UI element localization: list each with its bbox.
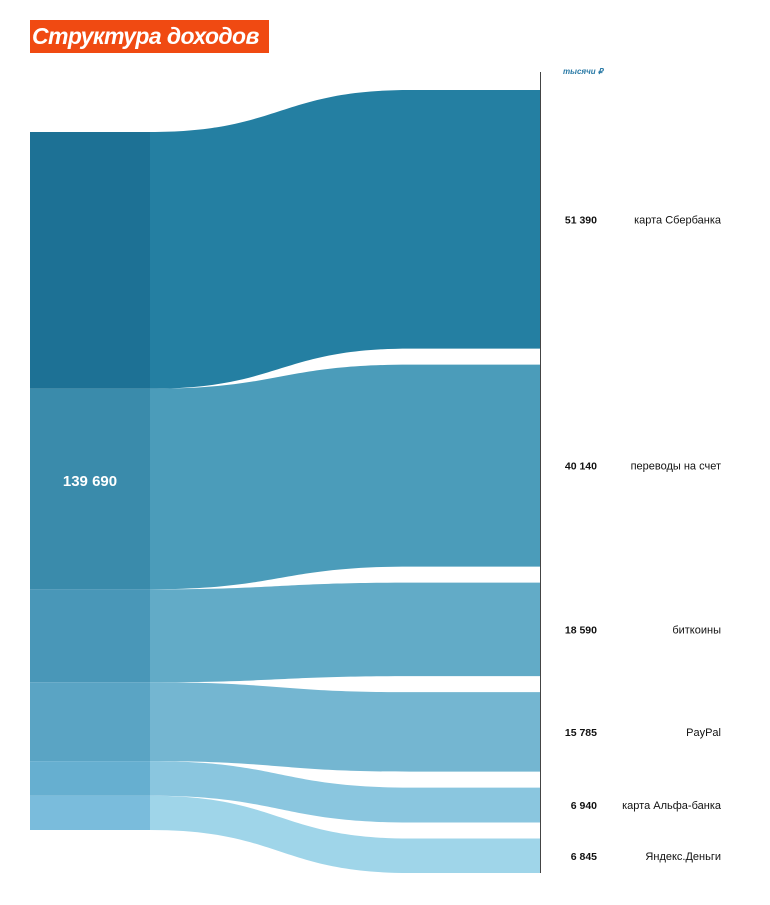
flow-band-4 <box>150 761 540 823</box>
source-segment-3 <box>30 682 150 762</box>
value-label-3: 15 785 <box>565 727 597 739</box>
flow-band-0 <box>150 90 540 389</box>
value-label-2: 18 590 <box>565 624 597 636</box>
flow-band-2 <box>150 582 540 683</box>
unit-label: тысячи ₽ <box>563 67 605 76</box>
flow-band-3 <box>150 682 540 772</box>
value-label-4: 6 940 <box>571 800 597 812</box>
category-label-1: переводы на счет <box>631 461 721 473</box>
category-label-5: Яндекс.Деньги <box>645 851 721 863</box>
source-segment-0 <box>30 132 150 389</box>
source-segment-2 <box>30 589 150 683</box>
chart-title: Структура доходов <box>32 23 259 49</box>
source-segment-1 <box>30 388 150 590</box>
total-label: 139 690 <box>63 473 117 490</box>
value-label-5: 6 845 <box>571 851 597 863</box>
category-label-2: биткоины <box>672 624 721 636</box>
category-label-0: карта Сбербанка <box>634 214 722 226</box>
title-background <box>30 20 269 53</box>
category-label-4: карта Альфа-банка <box>622 800 722 812</box>
flow-band-5 <box>150 795 540 873</box>
flow-band-1 <box>150 364 540 590</box>
source-segment-5 <box>30 795 150 830</box>
source-segment-4 <box>30 761 150 796</box>
category-label-3: PayPal <box>686 727 721 739</box>
value-label-0: 51 390 <box>565 214 597 226</box>
value-label-1: 40 140 <box>565 461 597 473</box>
